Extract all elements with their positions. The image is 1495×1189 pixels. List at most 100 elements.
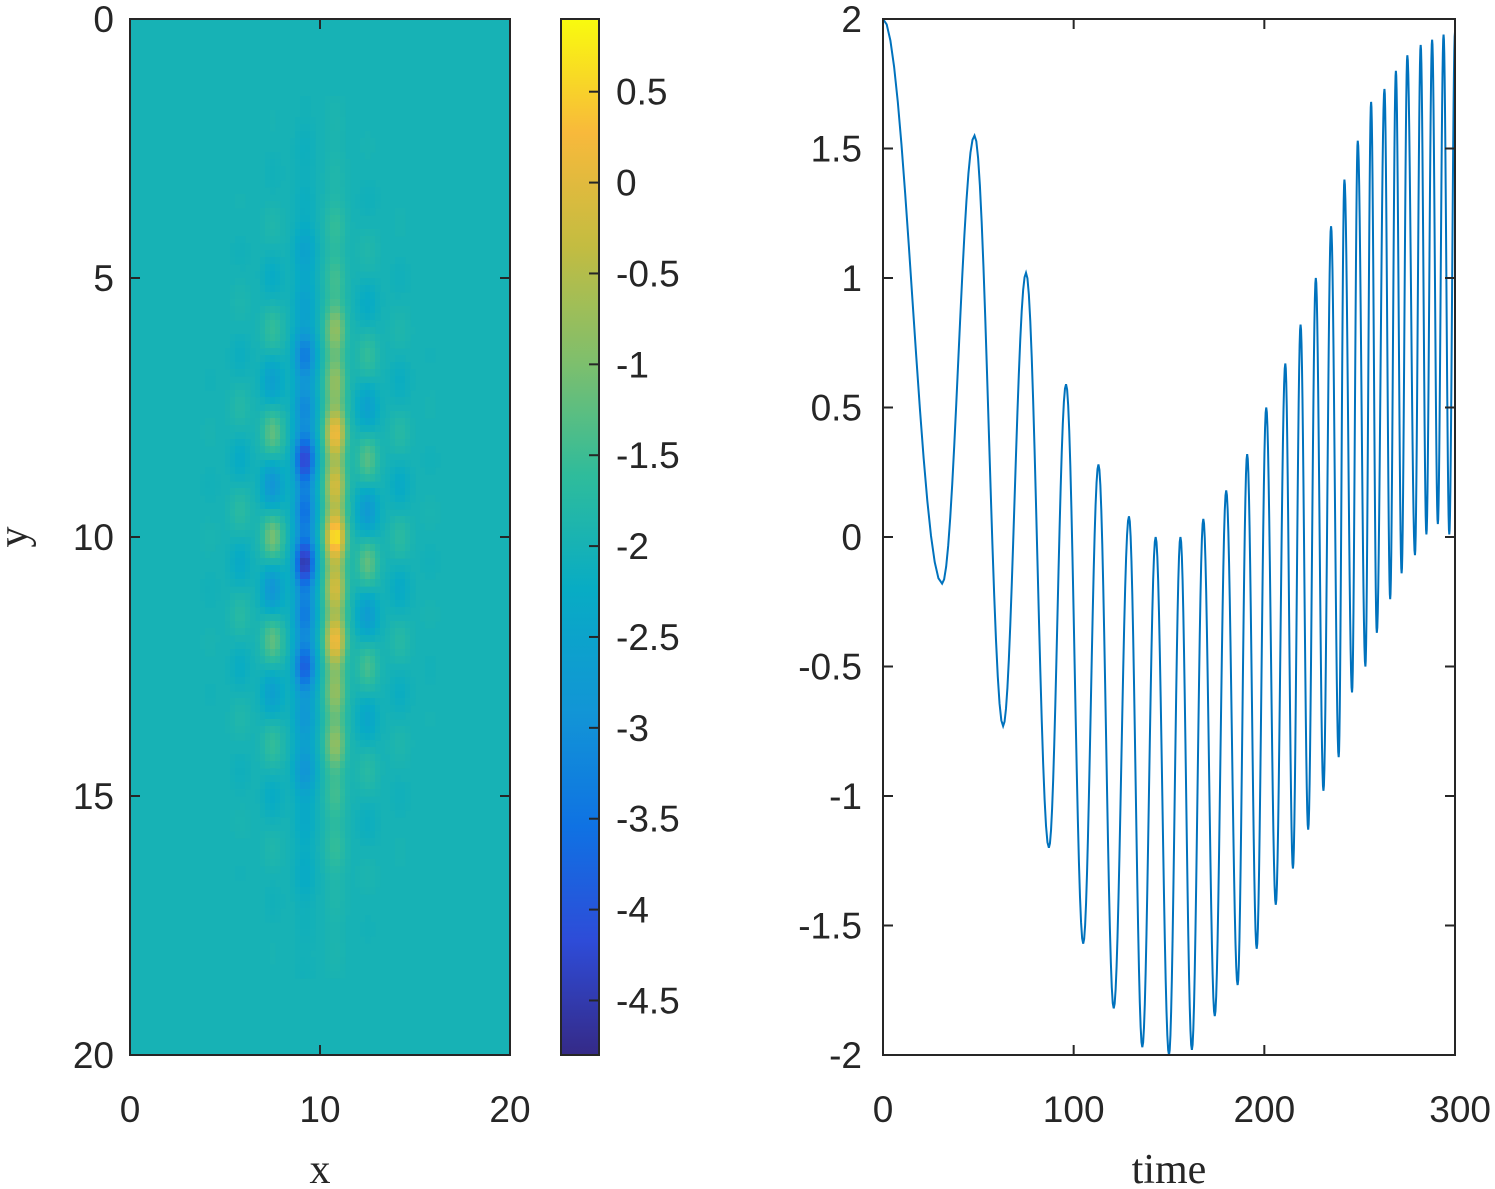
heatmap-cell xyxy=(350,754,356,762)
heatmap-cell xyxy=(340,145,346,153)
heatmap-cell xyxy=(435,453,441,461)
heatmap-cell xyxy=(390,684,396,692)
heatmap-cell xyxy=(310,257,316,265)
heatmap-cell xyxy=(305,824,311,832)
heatmap-cell xyxy=(265,208,271,216)
heatmap-cell xyxy=(330,285,336,293)
heatmap-cell xyxy=(265,649,271,657)
heatmap-cell xyxy=(225,600,231,608)
heatmap-cell xyxy=(375,656,381,664)
heatmap-cell xyxy=(245,754,251,762)
heatmap-cell xyxy=(365,446,371,454)
heatmap-cell xyxy=(325,467,331,475)
heatmap-cell xyxy=(315,621,321,629)
heatmap-cell xyxy=(290,404,296,412)
heatmap-cell xyxy=(315,565,321,573)
heatmap-cell xyxy=(345,348,351,356)
heatmap-cell xyxy=(260,306,266,314)
heatmap-cell xyxy=(270,586,276,594)
heatmap-cell xyxy=(375,677,381,685)
heatmap-cell xyxy=(235,292,241,300)
heatmap-cell xyxy=(315,614,321,622)
heatmap-cell xyxy=(325,656,331,664)
heatmap-cell xyxy=(365,355,371,363)
heatmap-cell xyxy=(330,271,336,279)
heatmap-cell xyxy=(380,404,386,412)
heatmap-cell xyxy=(230,551,236,559)
heatmap-cell xyxy=(200,544,206,552)
heatmap-cell xyxy=(235,621,241,629)
heatmap-cell xyxy=(345,523,351,531)
heatmap-cell xyxy=(330,719,336,727)
heatmap-cell xyxy=(345,502,351,510)
heatmap-cell xyxy=(270,180,276,188)
heatmap-cell xyxy=(360,257,366,265)
heatmap-ylabel: y xyxy=(0,527,37,548)
heatmap-cell xyxy=(315,838,321,846)
heatmap-cell xyxy=(390,341,396,349)
heatmap-cell xyxy=(300,481,306,489)
heatmap-cell xyxy=(230,656,236,664)
heatmap-cell xyxy=(370,180,376,188)
heatmap-cell xyxy=(390,733,396,741)
heatmap-cell xyxy=(235,614,241,622)
heatmap-cell xyxy=(345,481,351,489)
heatmap-cell xyxy=(325,600,331,608)
heatmap-cell xyxy=(330,362,336,370)
heatmap-cell xyxy=(240,236,246,244)
heatmap-cell xyxy=(260,481,266,489)
heatmap-cell xyxy=(340,208,346,216)
heatmap-cell xyxy=(330,320,336,328)
heatmap-cell xyxy=(310,859,316,867)
heatmap-cell xyxy=(280,565,286,573)
heatmap-cell xyxy=(370,194,376,202)
heatmap-cell xyxy=(230,824,236,832)
heatmap-cell xyxy=(300,509,306,517)
heatmap-cell xyxy=(360,929,366,937)
heatmap-cell xyxy=(355,824,361,832)
heatmap-cell xyxy=(310,579,316,587)
heatmap-cell xyxy=(270,124,276,132)
heatmap-cell xyxy=(350,663,356,671)
heatmap-cell xyxy=(310,782,316,790)
heatmap-cell xyxy=(260,747,266,755)
heatmap-cell xyxy=(330,635,336,643)
heatmap-cell xyxy=(225,628,231,636)
heatmap-cell xyxy=(235,474,241,482)
heatmap-cell xyxy=(310,152,316,160)
heatmap-cell xyxy=(320,803,326,811)
heatmap-cell xyxy=(275,642,281,650)
heatmap-cell xyxy=(380,593,386,601)
heatmap-cell xyxy=(400,579,406,587)
heatmap-cell xyxy=(390,607,396,615)
heatmap-cell xyxy=(355,348,361,356)
heatmap-cell xyxy=(315,446,321,454)
heatmap-cell xyxy=(295,803,301,811)
heatmap-cell xyxy=(425,572,431,580)
heatmap-cell xyxy=(210,432,216,440)
heatmap-cell xyxy=(290,516,296,524)
heatmap-cell xyxy=(290,481,296,489)
heatmap-cell xyxy=(365,516,371,524)
heatmap-cell xyxy=(295,215,301,223)
heatmap-cell xyxy=(335,264,341,272)
heatmap-cell xyxy=(390,761,396,769)
heatmap-cell xyxy=(365,558,371,566)
heatmap-cell xyxy=(320,383,326,391)
heatmap-cell xyxy=(355,572,361,580)
heatmap-cell xyxy=(330,768,336,776)
heatmap-cell xyxy=(225,670,231,678)
heatmap-cell xyxy=(335,355,341,363)
heatmap-cell xyxy=(240,243,246,251)
heatmap-cell xyxy=(355,201,361,209)
heatmap-cell xyxy=(310,747,316,755)
heatmap-cell xyxy=(280,278,286,286)
heatmap-cell xyxy=(335,649,341,657)
heatmap-cell xyxy=(275,852,281,860)
heatmap-cell xyxy=(400,418,406,426)
heatmap-cell xyxy=(290,201,296,209)
heatmap-cell xyxy=(400,523,406,531)
heatmap-cell xyxy=(345,656,351,664)
heatmap-cell xyxy=(260,782,266,790)
heatmap-cell xyxy=(275,649,281,657)
